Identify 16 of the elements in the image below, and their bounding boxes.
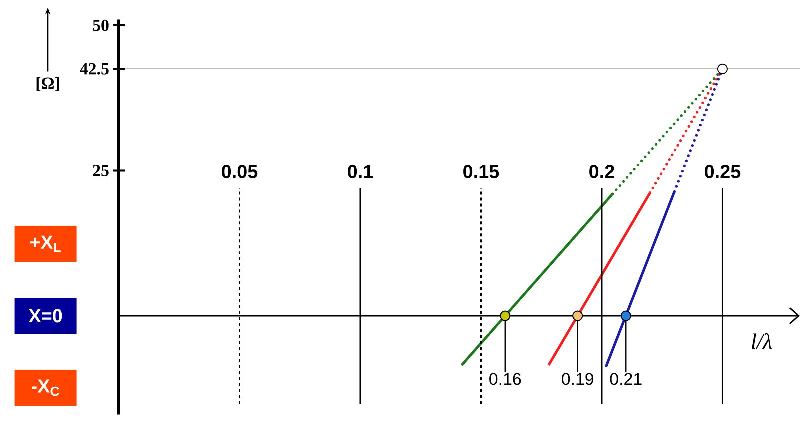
text: X=0 xyxy=(28,309,62,323)
ref-line-label: 0.1 xyxy=(348,165,374,178)
ref-line-label: 0.2 xyxy=(590,165,614,178)
annotation: 0.16 xyxy=(490,373,522,386)
x-axis-title: l/λ xyxy=(752,334,772,350)
y-tick-label: 42.5 xyxy=(80,63,109,75)
ref-line-label: 0.05 xyxy=(222,165,258,178)
ref-line-label: 0.25 xyxy=(705,165,741,178)
text: +X$_{L}$ xyxy=(30,236,62,252)
text: -X$_{C}$ xyxy=(32,380,60,396)
y-axis-title: [Ω] xyxy=(36,77,60,92)
y-tick-label: 25 xyxy=(93,165,109,176)
y-tick-label: 50 xyxy=(93,20,109,32)
annotation: 0.19 xyxy=(562,373,594,386)
annotation: 0.21 xyxy=(610,373,642,386)
ref-line-label: 0.15 xyxy=(464,165,500,178)
